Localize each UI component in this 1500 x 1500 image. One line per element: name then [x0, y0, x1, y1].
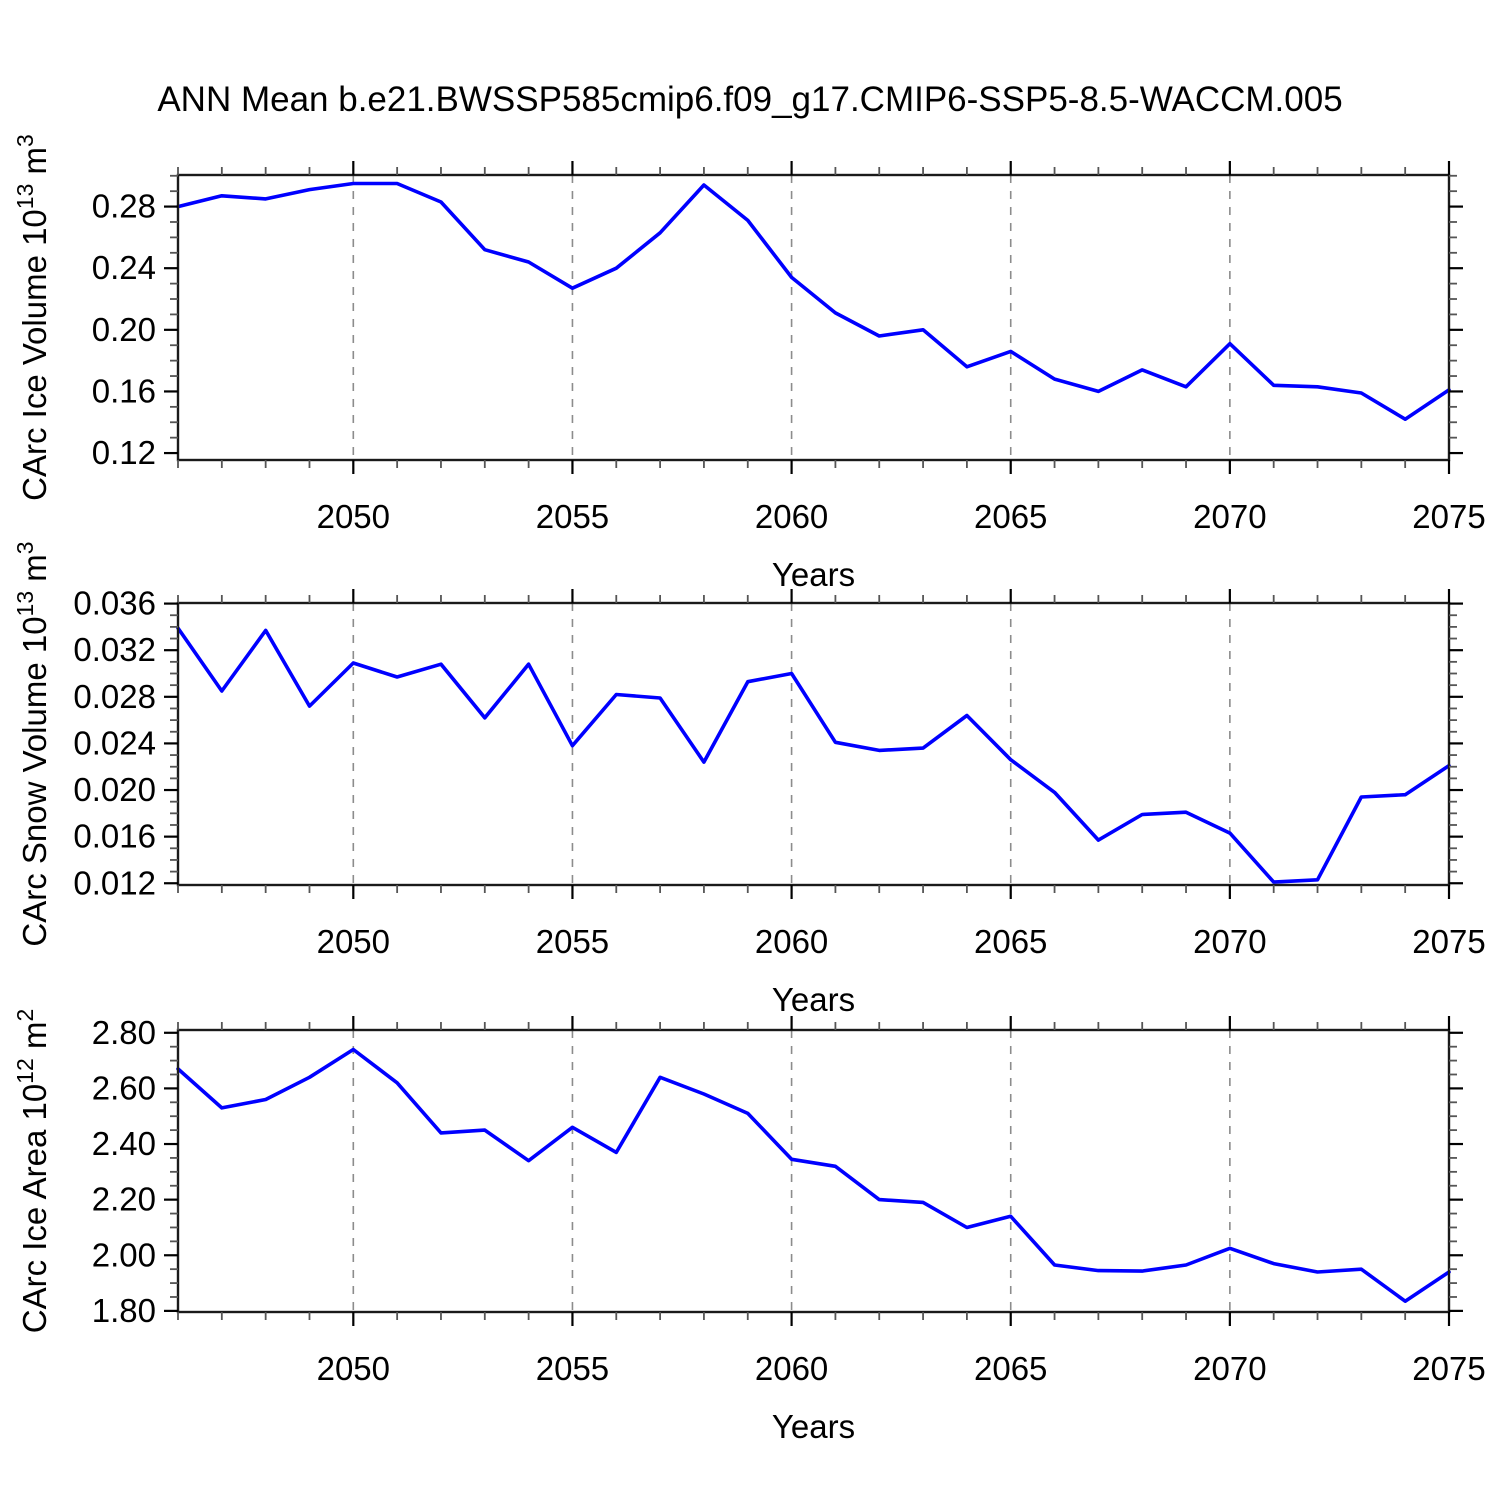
- y-tick-label: 2.60: [92, 1069, 156, 1106]
- y-tick-label: 0.020: [73, 771, 156, 808]
- y-tick-label: 0.032: [73, 631, 156, 668]
- y-tick-label: 2.20: [92, 1181, 156, 1218]
- x-tick-label: 2055: [536, 923, 609, 960]
- panel-2: 2050 2055 2060 2065 2070 2075 Years 0.012 0.016 0…: [12, 541, 1486, 1018]
- x-tick-label: 2060: [755, 1350, 828, 1387]
- y-tick-label: 0.16: [92, 372, 156, 409]
- x-axis-title: Years: [772, 1408, 855, 1445]
- y-tick-label: 2.80: [92, 1014, 156, 1051]
- x-axis-title: Years: [772, 981, 855, 1018]
- x-tick-label: 2075: [1412, 923, 1485, 960]
- axis-frame: [176, 1028, 1451, 1314]
- x-tick-label: 2050: [317, 1350, 390, 1387]
- axis-frame: [176, 173, 1451, 462]
- y-tick-label: 0.20: [92, 311, 156, 348]
- y-tick-label: 1.80: [92, 1292, 156, 1329]
- y-tick-label: 0.012: [73, 864, 156, 901]
- y-axis-title: CArc Snow Volume 1013 m3: [12, 541, 53, 946]
- y-tick-label: 0.28: [92, 188, 156, 225]
- y-tick-label: 0.028: [73, 678, 156, 715]
- x-tick-label: 2060: [755, 498, 828, 535]
- x-tick-label: 2055: [536, 1350, 609, 1387]
- y-tick-label: 2.00: [92, 1236, 156, 1273]
- x-tick-label: 2065: [974, 498, 1047, 535]
- x-tick-label: 2050: [317, 498, 390, 535]
- y-tick-label: 0.024: [73, 724, 156, 761]
- y-axis-title: CArc Ice Volume 1013 m3: [12, 134, 53, 501]
- y-tick-label: 0.036: [73, 585, 156, 622]
- y-tick-label: 0.24: [92, 249, 156, 286]
- x-axis-title: Years: [772, 556, 855, 593]
- panel-1: 2050 2055 2060 2065 2070 2075 Years 0.12 0.16 0.2…: [12, 134, 1486, 593]
- y-axis-title: CArc Ice Area 1012 m2: [12, 1009, 53, 1334]
- x-tick-label: 2075: [1412, 498, 1485, 535]
- data-line: [176, 1047, 1451, 1303]
- x-tick-label: 2065: [974, 1350, 1047, 1387]
- x-tick-label: 2060: [755, 923, 828, 960]
- x-tick-label: 2070: [1193, 1350, 1266, 1387]
- x-tick-label: 2070: [1193, 923, 1266, 960]
- y-tick-label: 0.016: [73, 818, 156, 855]
- axis-frame: [176, 601, 1451, 887]
- y-tick-label: 0.12: [92, 434, 156, 471]
- y-tick-label: 2.40: [92, 1125, 156, 1162]
- panel-3: 2050 2055 2060 2065 2070 2075 Years 1.80 2.00 2.2…: [12, 1009, 1486, 1445]
- x-tick-label: 2065: [974, 923, 1047, 960]
- data-line: [176, 626, 1451, 884]
- x-tick-label: 2050: [317, 923, 390, 960]
- x-tick-label: 2070: [1193, 498, 1266, 535]
- data-line: [176, 181, 1451, 422]
- chart-title: ANN Mean b.e21.BWSSP585cmip6.f09_g17.CMI…: [157, 80, 1343, 119]
- x-tick-label: 2075: [1412, 1350, 1485, 1387]
- x-tick-label: 2055: [536, 498, 609, 535]
